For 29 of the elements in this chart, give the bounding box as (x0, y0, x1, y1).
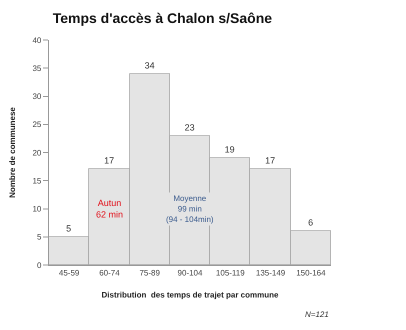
data-label: 6 (308, 218, 314, 228)
x-tick-label: 150-164 (296, 268, 326, 278)
chart-title: Temps d'accès à Chalon s/Saône (52, 10, 272, 26)
x-tick-label: 135-149 (256, 268, 286, 278)
y-tick-label: 40 (32, 36, 42, 45)
data-label: 23 (184, 122, 195, 133)
data-label: 5 (66, 224, 72, 234)
x-axis-title: Distribution des temps de trajet par commune (102, 290, 280, 300)
data-label: 34 (144, 60, 155, 71)
x-tick-label: 60-74 (99, 268, 120, 278)
annotation: Autun 62 min (96, 198, 124, 220)
y-tick-label: 5 (36, 232, 42, 242)
y-tick-label: 10 (32, 204, 42, 214)
x-tick-label: 105-119 (216, 268, 246, 278)
data-label: 19 (224, 144, 235, 155)
x-tick-label: 45-59 (58, 268, 80, 278)
y-tick-label: 30 (32, 92, 42, 102)
x-tick-label: 75-89 (139, 268, 160, 278)
x-tick-label: 90-104 (178, 268, 203, 278)
y-tick-label: 15 (32, 176, 42, 186)
y-axis-title: Nombre de communese (8, 106, 18, 198)
y-tick-label: 20 (32, 148, 42, 158)
y-tick-label: 25 (32, 120, 42, 130)
text: N=121 (305, 310, 329, 319)
data-label: 17 (265, 156, 276, 166)
y-tick-label: 0 (36, 260, 42, 270)
y-tick-label: 35 (32, 64, 42, 73)
annotation: Moyenne 99 min (94 - 104min) (166, 194, 214, 224)
data-label: 17 (104, 156, 114, 166)
